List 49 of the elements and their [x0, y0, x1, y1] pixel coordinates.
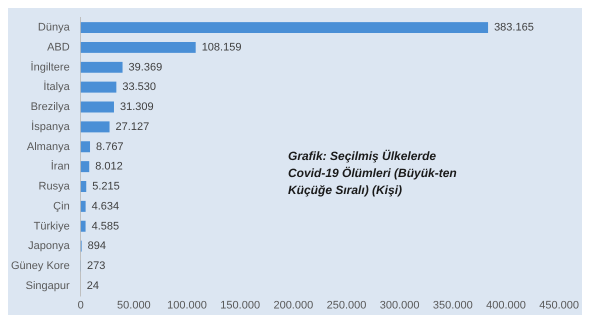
annotation: Grafik: Seçilmiş Ülkelerde Covid-19 Ölümleri (Büyük-ten Küçüğe Sıralı) (Kişi) [288, 148, 458, 199]
data-label: 27.127 [116, 120, 150, 133]
y-tick-label: Rusya [38, 180, 71, 193]
data-label: 33.530 [122, 81, 156, 94]
y-tick-label: Singapur [26, 280, 70, 292]
y-tick-label: Almanya [26, 140, 71, 153]
bar [80, 62, 123, 73]
y-tick-label: Japonya [28, 240, 71, 252]
bar [80, 181, 86, 192]
x-tick-label: 200.000 [273, 299, 314, 312]
data-label: 894 [88, 240, 106, 252]
data-label: 108.159 [202, 41, 242, 54]
data-label: 24 [86, 280, 99, 292]
data-label: 8.767 [96, 140, 124, 153]
data-label: 4.585 [92, 220, 120, 232]
x-tick-label: 400.000 [486, 299, 526, 312]
bar [80, 82, 116, 93]
x-tick-label: 50.000 [117, 299, 151, 312]
data-label: 8.012 [95, 160, 123, 173]
x-tick-label: 250.000 [326, 299, 366, 312]
data-label: 4.634 [92, 200, 120, 212]
bar [80, 200, 86, 212]
y-tick-label: Brezilya [30, 101, 71, 114]
y-tick-label: ABD [47, 41, 70, 54]
bar [80, 161, 90, 172]
data-label: 273 [86, 260, 106, 272]
y-tick-label: Güney Kore [11, 260, 70, 272]
y-tick-label: İngiltere [30, 60, 70, 74]
bar [80, 42, 196, 53]
x-tick-label: 300.000 [380, 299, 420, 312]
data-label: 39.369 [128, 61, 162, 74]
data-label: 5.215 [92, 180, 120, 193]
y-tick-label: Dünya [38, 22, 71, 34]
x-tick-label: 150.000 [220, 299, 260, 312]
y-tick-label: İtalya [43, 80, 71, 94]
data-label: 31.309 [120, 101, 154, 114]
y-tick-label: Türkiye [34, 220, 70, 232]
y-tick-label: Çin [53, 200, 70, 212]
x-tick-label: 450.000 [539, 299, 579, 312]
bar [80, 102, 114, 112]
x-tick-label: 0 [78, 299, 84, 312]
y-tick-label: İspanya [31, 120, 71, 133]
data-label: 383.165 [494, 22, 534, 34]
x-tick-label: 100.000 [167, 299, 207, 312]
bar [80, 121, 110, 132]
x-tick-label: 350.000 [432, 299, 473, 312]
bar [80, 141, 90, 152]
bar [80, 22, 488, 33]
y-tick-label: İran [50, 160, 70, 173]
